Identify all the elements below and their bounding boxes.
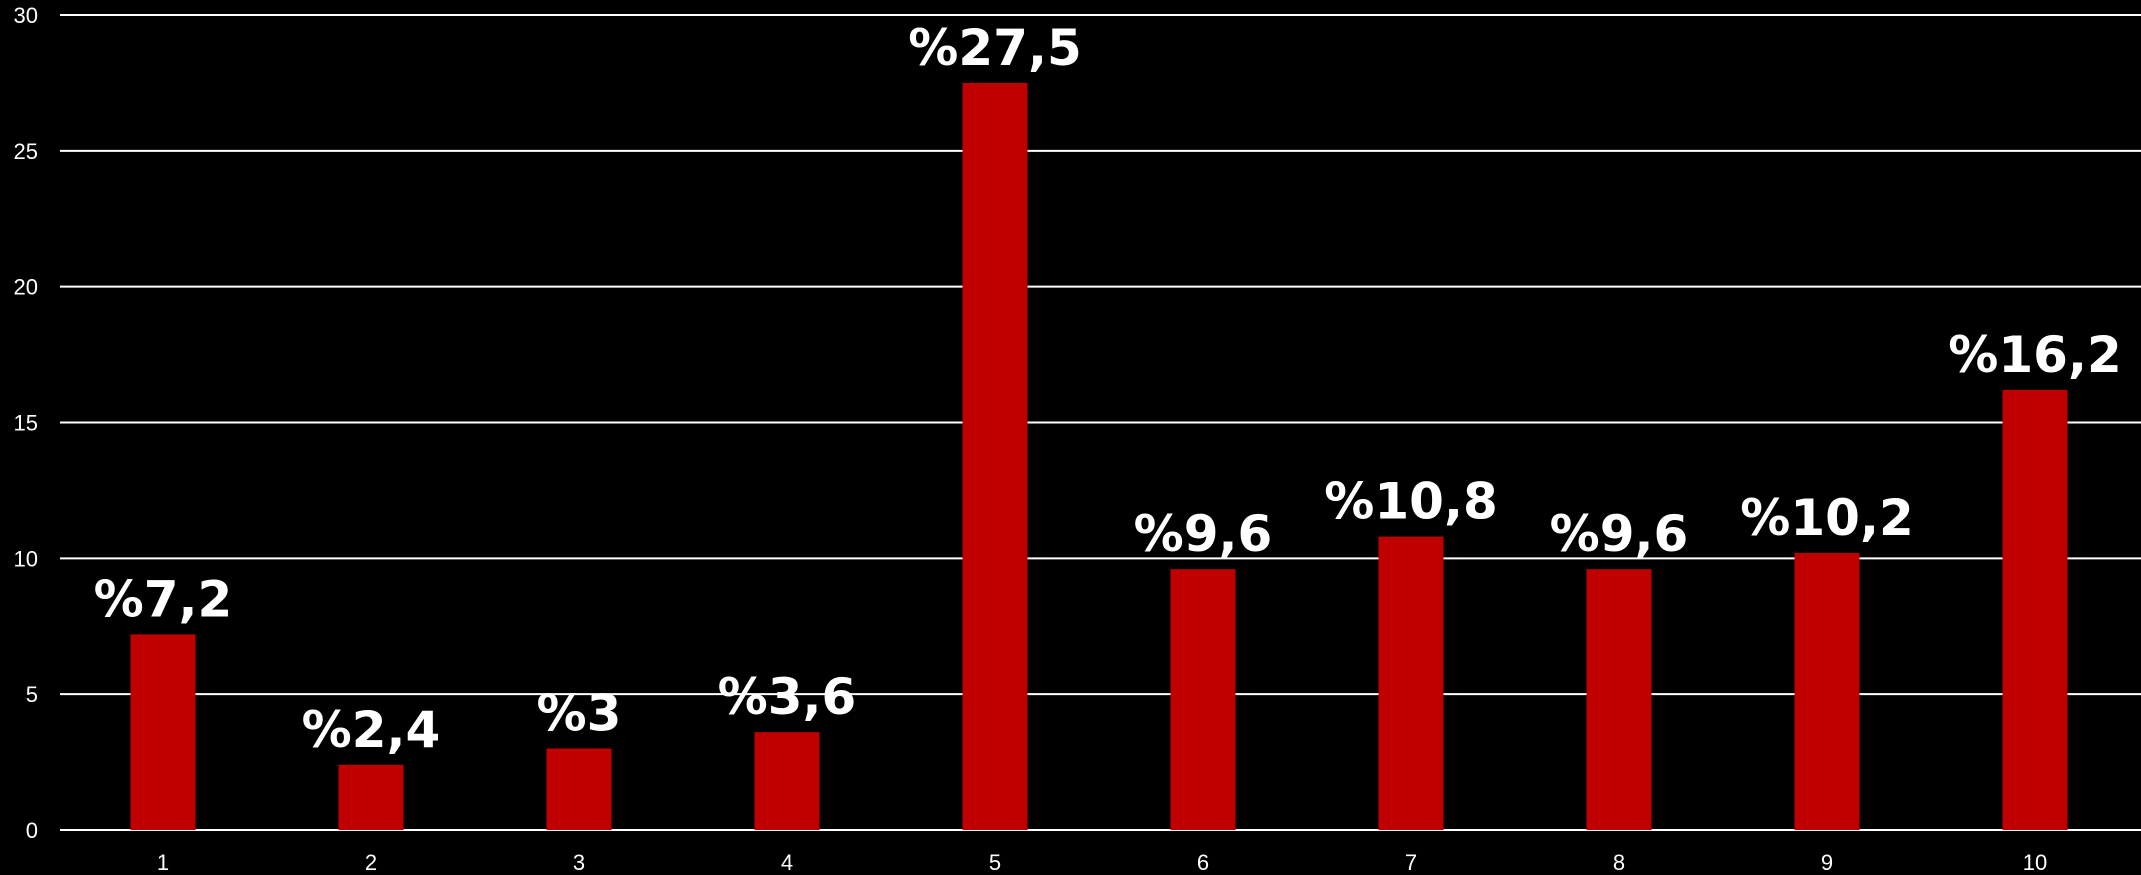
data-label: %3,6	[718, 668, 857, 726]
x-tick-label: 10	[2023, 850, 2047, 875]
bar	[754, 732, 820, 830]
bar	[962, 82, 1028, 830]
data-label: %7,2	[94, 570, 233, 628]
data-label: %27,5	[908, 19, 1081, 77]
bar	[1586, 569, 1652, 830]
data-label: %9,6	[1134, 505, 1273, 563]
y-tick-label: 25	[14, 139, 38, 164]
y-tick-label: 0	[26, 818, 38, 843]
bar	[1794, 552, 1860, 830]
x-tick-label: 7	[1405, 850, 1417, 875]
x-tick-label: 8	[1613, 850, 1625, 875]
bar	[546, 748, 612, 830]
data-label: %10,2	[1740, 489, 1913, 547]
x-tick-label: 4	[781, 850, 793, 875]
y-tick-label: 5	[26, 682, 38, 707]
data-label: %2,4	[302, 701, 441, 759]
x-tick-label: 3	[573, 850, 585, 875]
data-label: %10,8	[1324, 473, 1497, 531]
bar	[338, 764, 404, 830]
bar	[1170, 569, 1236, 830]
x-tick-label: 5	[989, 850, 1001, 875]
data-label: %3	[537, 685, 622, 743]
x-tick-label: 2	[365, 850, 377, 875]
x-tick-label: 9	[1821, 850, 1833, 875]
y-tick-label: 30	[14, 3, 38, 28]
data-label: %16,2	[1948, 326, 2121, 384]
bar	[2002, 389, 2068, 830]
y-tick-label: 10	[14, 546, 38, 571]
bar	[1378, 536, 1444, 830]
bar	[130, 634, 196, 830]
x-tick-label: 1	[157, 850, 169, 875]
y-tick-label: 15	[14, 411, 38, 436]
y-tick-label: 20	[14, 275, 38, 300]
data-label: %9,6	[1550, 505, 1689, 563]
x-tick-label: 6	[1197, 850, 1209, 875]
